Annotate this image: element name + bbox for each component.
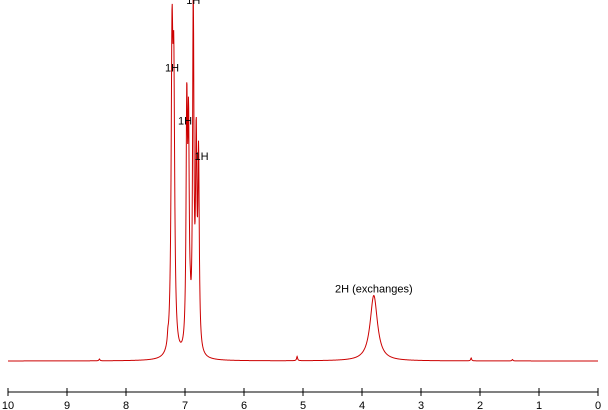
x-tick-label: 3 xyxy=(418,400,424,410)
x-tick-label: 7 xyxy=(182,400,188,410)
peak-label: 2H (exchanges) xyxy=(335,284,413,296)
peak-annotations: 1H 1H 1H 1H 2H (exchanges) xyxy=(165,0,413,296)
spectrum-line xyxy=(8,0,598,362)
x-tick-label: 10 xyxy=(2,400,14,410)
x-tick-label: 1 xyxy=(536,400,542,410)
x-tick-label: 4 xyxy=(359,400,365,410)
peak-label: 1H xyxy=(178,115,192,127)
peak-label: 1H xyxy=(186,0,200,7)
x-axis-tick-labels: 10 9 8 7 6 5 4 3 2 1 0 xyxy=(2,400,601,410)
x-tick-label: 5 xyxy=(300,400,306,410)
peak-label: 1H xyxy=(165,62,179,74)
peak-label: 1H xyxy=(194,151,208,163)
x-tick-label: 6 xyxy=(241,400,247,410)
x-tick-label: 2 xyxy=(477,400,483,410)
x-axis-ticks xyxy=(7,388,599,396)
x-tick-label: 9 xyxy=(64,400,70,410)
x-tick-label: 8 xyxy=(123,400,129,410)
x-tick-label: 0 xyxy=(595,400,601,410)
